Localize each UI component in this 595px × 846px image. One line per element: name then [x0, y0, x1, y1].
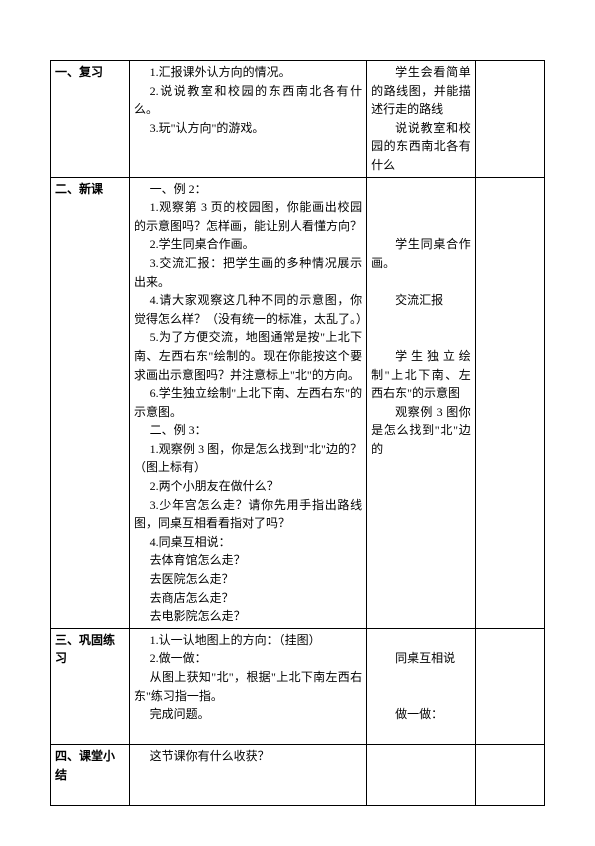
content-line: 3.少年宫怎么走？请你先用手指出路线图，同桌互相看看指对了吗？ [134, 496, 362, 533]
content-line: 3.玩"认方向"的游戏。 [134, 119, 362, 138]
content-line: 这节课你有什么收获？ [134, 747, 362, 766]
note-cell [367, 745, 476, 806]
content-cell: 这节课你有什么收获？ [130, 745, 367, 806]
note-cell: 同桌互相说 做一做： [367, 628, 476, 745]
section-heading: 一、复习 [51, 61, 130, 178]
note-line [371, 687, 471, 706]
note-line: 观察例 3 图你是怎么找到"北"边的 [371, 403, 471, 459]
content-line: 去商店怎么走？ [134, 589, 362, 608]
content-line: 2.学生同桌合作画。 [134, 235, 362, 254]
content-line: 1.汇报课外认方向的情况。 [134, 63, 362, 82]
note-line [371, 668, 471, 687]
empty-cell [475, 61, 544, 178]
note-line [371, 631, 471, 650]
note-line: 学生同桌合作画。 [371, 235, 471, 272]
content-line: 2.两个小朋友在做什么？ [134, 477, 362, 496]
content-line: 从图上获知"北"，根据"上北下南左西右东"练习指一指。 [134, 668, 362, 705]
note-line [371, 198, 471, 217]
section-heading: 三、巩固练习 [51, 628, 130, 745]
content-line: 二、例 3： [134, 421, 362, 440]
table-row: 二、新课 一、例 2： 1.观察第 3 页的校园图，你能画出校园的示意图吗？怎样… [51, 177, 545, 628]
content-line: 1.观察例 3 图，你是怎么找到"北"边的？（图上标有） [134, 440, 362, 477]
content-line: 去体育馆怎么走？ [134, 551, 362, 570]
content-line: 4.请大家观察这几种不同的示意图，你觉得怎么样？（没有统一的标准，太乱了。） [134, 291, 362, 328]
note-line [371, 273, 471, 292]
content-line: 去医院怎么走？ [134, 570, 362, 589]
content-cell: 1.认一认地图上的方向：（挂图） 2.做一做： 从图上获知"北"，根据"上北下南… [130, 628, 367, 745]
section-heading: 二、新课 [51, 177, 130, 628]
empty-cell [475, 745, 544, 806]
content-line: 6.学生独立绘制"上北下南、左西右东"的示意图。 [134, 384, 362, 421]
note-line: 同桌互相说 [371, 649, 471, 668]
table-row: 一、复习 1.汇报课外认方向的情况。 2.说说教室和校园的东西南北各有什么。 3… [51, 61, 545, 178]
content-cell: 1.汇报课外认方向的情况。 2.说说教室和校园的东西南北各有什么。 3.玩"认方… [130, 61, 367, 178]
content-line: 一、例 2： [134, 180, 362, 199]
content-line: 3.交流汇报：把学生画的多种情况展示出来。 [134, 254, 362, 291]
note-line [371, 310, 471, 329]
note-cell: 学生会看简单的路线图，并能描述行走的路线 说说教室和校园的东西南北各有什么 [367, 61, 476, 178]
table-row: 四、课堂小结 这节课你有什么收获？ [51, 745, 545, 806]
content-line: 2.做一做： [134, 649, 362, 668]
note-line [371, 180, 471, 199]
content-line: 5.为了方便交流，地图通常是按"上北下南、左西右东"绘制的。现在你能按这个要求画… [134, 328, 362, 384]
content-line: 去电影院怎么走？ [134, 607, 362, 626]
lesson-plan-table: 一、复习 1.汇报课外认方向的情况。 2.说说教室和校园的东西南北各有什么。 3… [50, 60, 545, 806]
content-line: 4.同桌互相说： [134, 533, 362, 552]
content-cell: 一、例 2： 1.观察第 3 页的校园图，你能画出校园的示意图吗？怎样画，能让别… [130, 177, 367, 628]
note-line [371, 328, 471, 347]
note-line: 学生会看简单的路线图，并能描述行走的路线 [371, 63, 471, 119]
content-line: 2.说说教室和校园的东西南北各有什么。 [134, 82, 362, 119]
section-heading: 四、课堂小结 [51, 745, 130, 806]
content-line: 完成问题。 [134, 705, 362, 724]
note-line: 做一做： [371, 705, 471, 724]
note-line [371, 217, 471, 236]
table-row: 三、巩固练习 1.认一认地图上的方向：（挂图） 2.做一做： 从图上获知"北"，… [51, 628, 545, 745]
note-line: 交流汇报 [371, 291, 471, 310]
content-line: 1.观察第 3 页的校园图，你能画出校园的示意图吗？怎样画，能让别人看懂方向？ [134, 198, 362, 235]
empty-cell [475, 177, 544, 628]
note-cell: 学生同桌合作画。 交流汇报 学生独立绘制"上北下南、左西右东"的示意图 观察例 … [367, 177, 476, 628]
note-line: 学生独立绘制"上北下南、左西右东"的示意图 [371, 347, 471, 403]
note-line: 说说教室和校园的东西南北各有什么 [371, 119, 471, 175]
content-line: 1.认一认地图上的方向：（挂图） [134, 631, 362, 650]
empty-cell [475, 628, 544, 745]
